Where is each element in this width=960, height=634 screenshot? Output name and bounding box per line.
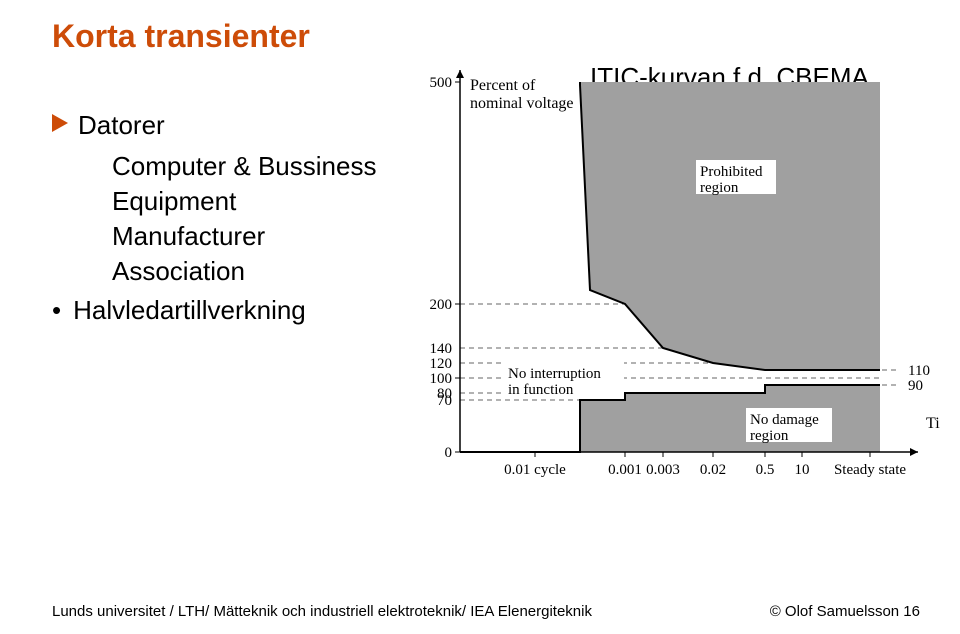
bullet-dot-icon: • bbox=[52, 293, 61, 328]
svg-text:in function: in function bbox=[508, 382, 574, 398]
svg-text:0: 0 bbox=[445, 445, 453, 461]
svg-text:110: 110 bbox=[908, 363, 930, 379]
svg-text:Steady state: Steady state bbox=[834, 462, 906, 478]
svg-text:120: 120 bbox=[430, 356, 453, 372]
svg-text:90: 90 bbox=[908, 378, 923, 394]
itic-chart: 50020014012010080700110900.01 cycle0.001… bbox=[400, 62, 940, 502]
svg-text:500: 500 bbox=[430, 75, 453, 91]
svg-text:0.01 cycle: 0.01 cycle bbox=[504, 462, 566, 478]
svg-text:No interruption: No interruption bbox=[508, 366, 601, 382]
svg-text:No damage: No damage bbox=[750, 412, 819, 428]
svg-text:0.5: 0.5 bbox=[756, 462, 775, 478]
svg-text:nominal voltage: nominal voltage bbox=[470, 95, 574, 112]
bullet-block: Datorer Computer & Bussiness Equipment M… bbox=[52, 108, 392, 329]
svg-text:Percent of: Percent of bbox=[470, 77, 536, 94]
svg-text:0.003: 0.003 bbox=[646, 462, 680, 478]
svg-text:Time (s): Time (s) bbox=[926, 415, 940, 432]
bullet-dot-item: • Halvledartillverkning bbox=[52, 293, 392, 328]
footer-left: Lunds universitet / LTH/ Mätteknik och i… bbox=[52, 603, 592, 620]
svg-text:200: 200 bbox=[430, 297, 453, 313]
slide-title: Korta transienter bbox=[52, 18, 310, 55]
svg-text:region: region bbox=[700, 180, 739, 196]
svg-text:0.02: 0.02 bbox=[700, 462, 726, 478]
svg-text:140: 140 bbox=[430, 341, 453, 357]
slide-footer: Lunds universitet / LTH/ Mätteknik och i… bbox=[52, 603, 920, 620]
bullet-subtext: Computer & Bussiness Equipment Manufactu… bbox=[52, 149, 392, 289]
bullet-item: Datorer bbox=[52, 108, 392, 143]
svg-text:Prohibited: Prohibited bbox=[700, 164, 763, 180]
svg-text:100: 100 bbox=[430, 371, 453, 387]
triangle-icon bbox=[52, 114, 68, 132]
bullet-dot-text: Halvledartillverkning bbox=[73, 293, 306, 328]
svg-text:0.001: 0.001 bbox=[608, 462, 642, 478]
svg-text:region: region bbox=[750, 428, 789, 444]
svg-text:70: 70 bbox=[437, 393, 452, 409]
footer-right: © Olof Samuelsson 16 bbox=[770, 603, 920, 620]
svg-text:10: 10 bbox=[795, 462, 810, 478]
bullet-text: Datorer bbox=[78, 108, 165, 143]
